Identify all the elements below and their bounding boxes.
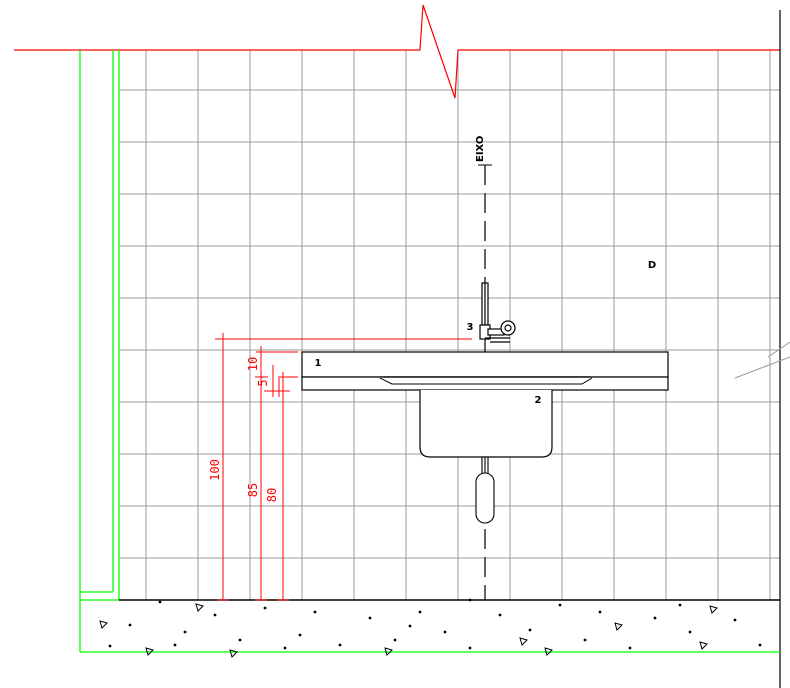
faucet xyxy=(479,282,516,343)
concrete-hatch xyxy=(99,598,762,658)
drain-trap xyxy=(475,456,495,524)
wall-section-left xyxy=(79,50,780,653)
tile-grid xyxy=(119,50,780,600)
ceiling-break-line xyxy=(14,4,780,99)
hatch-dot xyxy=(408,624,412,628)
hatch-dot xyxy=(418,610,422,614)
hatch-triangle xyxy=(519,637,528,646)
hatch-dot xyxy=(583,638,587,642)
basin xyxy=(419,390,553,458)
hatch-dot xyxy=(108,644,112,648)
hatch-dot xyxy=(443,630,447,634)
hatch-dot xyxy=(213,613,217,617)
hatch-dot xyxy=(653,616,657,620)
hatch-dot xyxy=(528,628,532,632)
hatch-dot xyxy=(128,623,132,627)
dim-10: 10 xyxy=(246,357,260,371)
hatch-dot xyxy=(678,603,682,607)
hatch-triangle xyxy=(384,647,393,656)
right-break-mark xyxy=(734,341,790,379)
hatch-triangle xyxy=(99,620,108,629)
hatch-dot xyxy=(158,600,162,604)
hatch-dot xyxy=(598,610,602,614)
hatch-triangle xyxy=(614,622,623,631)
hatch-dot xyxy=(283,646,287,650)
dim-85: 85 xyxy=(246,483,260,497)
dim-80: 80 xyxy=(265,488,279,502)
dim-5: 5 xyxy=(256,379,270,386)
hatch-dot xyxy=(183,630,187,634)
label-item-2: 2 xyxy=(535,395,542,406)
hatch-dot xyxy=(238,638,242,642)
hatch-triangle xyxy=(699,641,708,650)
dimension-lines xyxy=(215,333,472,601)
hatch-dot xyxy=(733,618,737,622)
axis-label: EIXO xyxy=(475,136,486,162)
hatch-dot xyxy=(393,638,397,642)
hatch-triangle xyxy=(195,603,204,612)
hatch-dot xyxy=(558,603,562,607)
label-item-1: 1 xyxy=(315,358,322,369)
dim-100: 100 xyxy=(208,459,222,481)
hatch-triangle xyxy=(709,605,718,614)
hatch-triangle xyxy=(145,647,154,656)
hatch-triangle xyxy=(229,649,238,658)
hatch-dot xyxy=(338,643,342,647)
label-zone-d: D xyxy=(648,260,656,271)
hatch-dot xyxy=(468,598,472,602)
countertop xyxy=(301,351,669,391)
hatch-dot xyxy=(263,606,267,610)
hatch-dot xyxy=(468,646,472,650)
hatch-dot xyxy=(173,643,177,647)
hatch-dot xyxy=(313,610,317,614)
hatch-dot xyxy=(758,643,762,647)
label-item-3: 3 xyxy=(467,322,474,333)
hatch-dot xyxy=(298,633,302,637)
hatch-dot xyxy=(628,646,632,650)
hatch-dot xyxy=(368,616,372,620)
hatch-triangle xyxy=(544,647,553,656)
hatch-dot xyxy=(498,613,502,617)
hatch-dot xyxy=(688,630,692,634)
